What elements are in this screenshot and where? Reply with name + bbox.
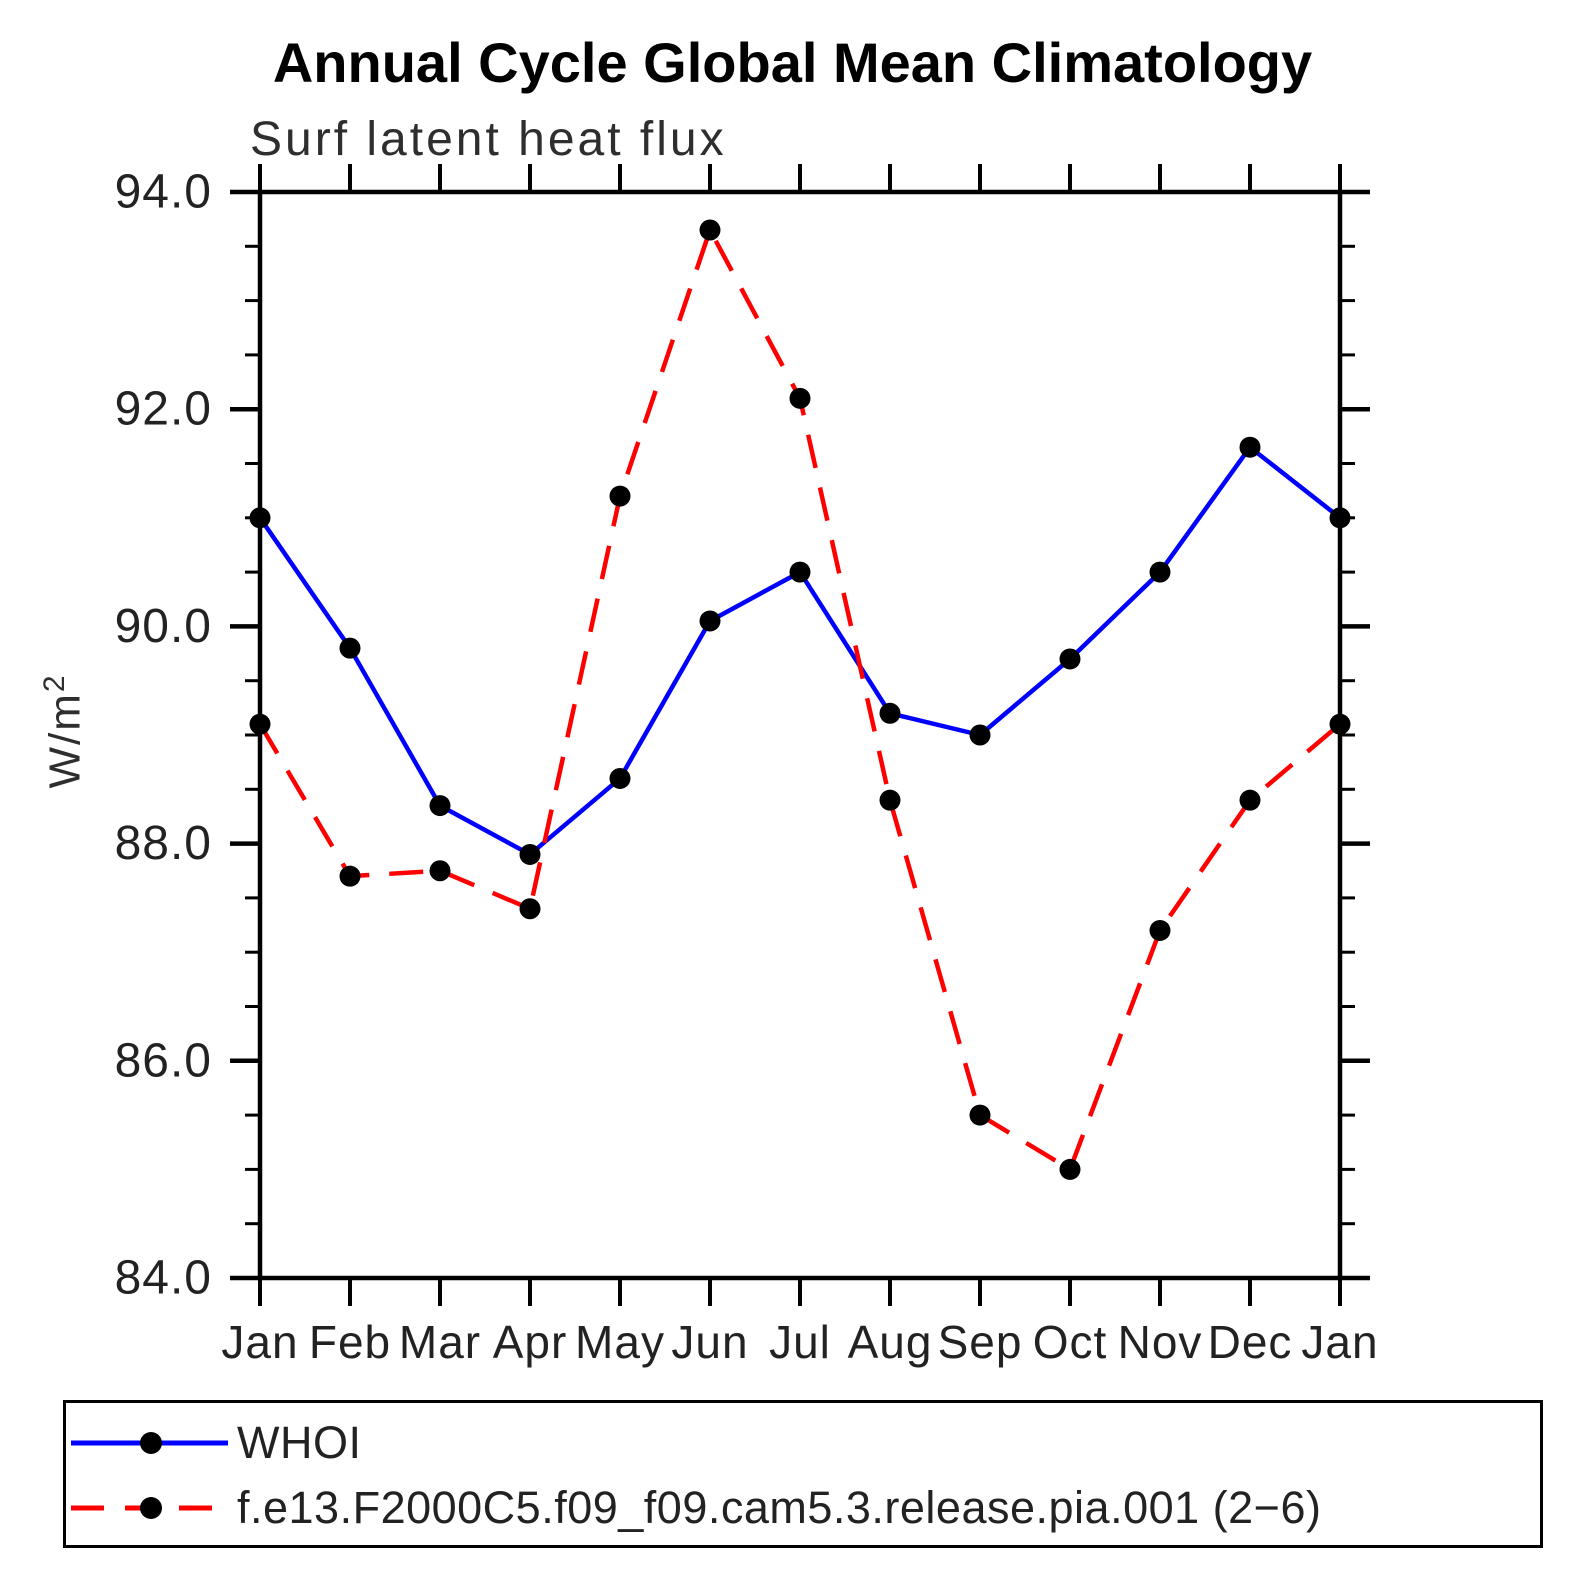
svg-text:86.0: 86.0 [115, 1034, 212, 1087]
svg-text:Dec: Dec [1208, 1316, 1293, 1368]
svg-text:Nov: Nov [1118, 1316, 1203, 1368]
data-point-marker [429, 795, 451, 817]
svg-text:Jan: Jan [221, 1316, 298, 1368]
legend-item-whoi: WHOI [71, 1413, 361, 1473]
svg-text:92.0: 92.0 [115, 383, 212, 436]
svg-text:May: May [575, 1316, 665, 1368]
axes [230, 164, 1370, 1306]
data-point-marker [339, 865, 361, 887]
svg-text:Jan: Jan [1301, 1316, 1378, 1368]
svg-text:Jul: Jul [769, 1316, 831, 1368]
series-line [258, 227, 1342, 1172]
chart-title: Annual Cycle Global Mean Climatology [272, 31, 1313, 94]
svg-text:88.0: 88.0 [115, 817, 212, 870]
svg-text:Jun: Jun [671, 1316, 748, 1368]
data-point-marker [699, 219, 721, 241]
data-point-marker [879, 789, 901, 811]
legend-sample-solid-line [71, 1432, 228, 1454]
data-point-marker [1059, 1158, 1081, 1180]
svg-text:Feb: Feb [309, 1316, 391, 1368]
chart-subtitle: Surf latent heat flux [250, 113, 727, 166]
legend-label-model: f.e13.F2000C5.f09_f09.cam5.3.release.pia… [237, 1482, 1322, 1533]
svg-text:Sep: Sep [938, 1316, 1023, 1368]
data-point-marker [699, 610, 721, 632]
data-point-marker [249, 507, 271, 529]
series-model [249, 219, 1351, 1180]
data-point-marker [1239, 436, 1261, 458]
x-tick-labels: Jan Feb Mar Apr May Jun Jul Aug Sep Oct Nov Dec Jan [221, 1316, 1378, 1368]
data-point-marker [609, 485, 631, 507]
data-point-marker [519, 898, 541, 920]
data-point-marker [1149, 919, 1171, 941]
svg-text:94.0: 94.0 [115, 166, 212, 219]
series-whoi [249, 436, 1351, 865]
data-point-marker [969, 1104, 991, 1126]
data-point-marker [609, 767, 631, 789]
svg-text:Mar: Mar [399, 1316, 481, 1368]
month-ticks [258, 164, 1342, 1306]
data-point-marker [429, 860, 451, 882]
y-tick-labels: 94.0 92.0 90.0 88.0 86.0 84.0 [115, 166, 212, 1305]
svg-text:Oct: Oct [1033, 1316, 1108, 1368]
data-point-marker [879, 702, 901, 724]
legend: WHOI f.e13.F2000C5.f09_f09.cam5.3.releas… [63, 1400, 1543, 1548]
svg-text:84.0: 84.0 [115, 1252, 212, 1305]
data-point-marker [1239, 789, 1261, 811]
data-point-marker [789, 561, 811, 583]
svg-text:Apr: Apr [493, 1316, 568, 1368]
data-point-marker [519, 843, 541, 865]
data-point-marker [789, 387, 811, 409]
svg-text:Aug: Aug [848, 1316, 933, 1368]
svg-text:90.0: 90.0 [115, 600, 212, 653]
legend-item-model: f.e13.F2000C5.f09_f09.cam5.3.release.pia… [71, 1478, 1321, 1538]
data-point-marker [1059, 648, 1081, 670]
data-point-marker [1329, 713, 1351, 735]
value-ticks [230, 189, 1370, 1281]
data-point-marker [969, 724, 991, 746]
legend-sample-dashed-line [71, 1497, 228, 1519]
data-point-marker [249, 713, 271, 735]
data-point-marker [1149, 561, 1171, 583]
data-point-marker [339, 637, 361, 659]
data-point-marker [1329, 507, 1351, 529]
series-line [258, 444, 1342, 857]
legend-label-whoi: WHOI [237, 1417, 362, 1468]
